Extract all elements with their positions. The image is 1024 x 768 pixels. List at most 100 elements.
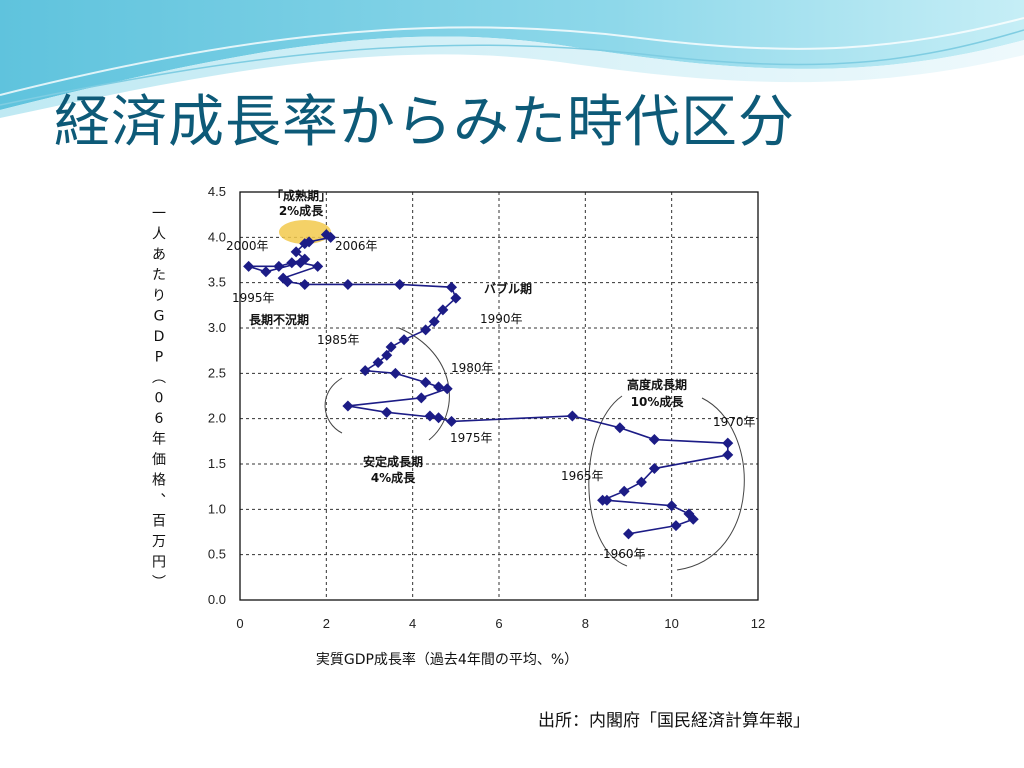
y-tick-label: 1.0: [208, 501, 226, 516]
label-1965: 1965年: [561, 469, 604, 483]
annotation-high-2: 10%成長: [631, 394, 685, 409]
data-point: [415, 392, 427, 404]
data-point: [290, 246, 302, 258]
y-tick-label: 1.5: [208, 456, 226, 471]
data-point: [597, 494, 609, 506]
y-tick-label: 3.5: [208, 275, 226, 290]
data-point: [420, 376, 432, 388]
data-point: [433, 381, 445, 393]
data-point: [424, 410, 436, 422]
data-point: [722, 449, 734, 461]
data-point: [299, 238, 311, 250]
label-1975: 1975年: [450, 431, 493, 445]
y-tick-label: 0.0: [208, 592, 226, 607]
data-point: [428, 316, 440, 328]
data-point: [342, 400, 354, 412]
high-growth-arc-right: [676, 397, 745, 571]
annotation-mature-1: 「成熟期」: [271, 188, 331, 203]
data-point: [683, 508, 695, 520]
data-point: [648, 463, 660, 475]
data-point: [381, 349, 393, 361]
data-point: [635, 476, 647, 488]
data-point: [273, 260, 285, 272]
stable-period-arc: [324, 377, 343, 434]
data-point: [441, 383, 453, 395]
header-wave-decoration: [0, 0, 1024, 118]
data-point: [277, 272, 289, 284]
data-point: [566, 410, 578, 422]
data-point: [243, 260, 255, 272]
data-point: [299, 278, 311, 290]
y-tick-label: 2.0: [208, 411, 226, 426]
y-tick-label: 0.5: [208, 547, 226, 562]
y-tick-label: 2.5: [208, 365, 226, 380]
data-point: [433, 412, 445, 424]
annotation-stable-1: 安定成長期: [363, 454, 423, 469]
annotation-stable-2: 4%成長: [371, 470, 416, 485]
axis-ticks: 0.0 0.5 1.0 1.5 2.0 2.5 3.0 3.5 4.0 4.5 0 2 4 6 8 10 12: [208, 184, 765, 631]
annotation-stagnation: 長期不況期: [249, 312, 309, 327]
data-point: [670, 520, 682, 532]
x-tick-label: 0: [236, 616, 243, 631]
label-2000: 2000年: [226, 239, 269, 253]
y-tick-label: 3.0: [208, 320, 226, 335]
source-note: 出所：内閣府「国民経済計算年報」: [538, 711, 810, 731]
data-point: [303, 236, 315, 248]
high-growth-arc: [588, 395, 628, 567]
data-point: [385, 341, 397, 353]
label-1970: 1970年: [713, 415, 756, 429]
data-point: [446, 281, 458, 293]
data-point: [286, 257, 298, 269]
label-2006: 2006年: [335, 239, 378, 253]
x-axis-title: 実質GDP成長率（過去4年間の平均、%）: [316, 651, 578, 668]
data-point: [722, 437, 734, 449]
data-point: [648, 434, 660, 446]
x-tick-label: 10: [664, 616, 678, 631]
data-point: [398, 334, 410, 346]
data-point: [618, 485, 630, 497]
page-title: 経済成長率からみた時代区分: [54, 90, 795, 155]
data-point: [437, 304, 449, 316]
x-tick-label: 6: [495, 616, 502, 631]
y-tick-label: 4.0: [208, 229, 226, 244]
growth-chart: 0.00.51.01.52.02.53.03.54.04.50 2 4 6 8 10 12 …: [152, 184, 765, 668]
data-point: [394, 278, 406, 290]
data-point: [450, 292, 462, 304]
data-point: [299, 253, 311, 265]
data-point: [614, 422, 626, 434]
label-1985: 1985年: [317, 333, 360, 347]
data-point: [666, 500, 678, 512]
series-line: [248, 233, 729, 535]
series-gdp: [243, 229, 734, 540]
label-1990: 1990年: [480, 312, 523, 326]
y-axis-title: 一人あたり G D P ︵ 0 6 年価格︑百万円︶: [152, 206, 166, 591]
data-point: [294, 257, 306, 269]
x-tick-label: 12: [751, 616, 765, 631]
data-point: [320, 229, 332, 241]
y-tick-label: 4.5: [208, 184, 226, 199]
label-1960: 1960年: [603, 547, 646, 561]
data-point: [372, 356, 384, 368]
data-point: [420, 324, 432, 336]
annotation-high-1: 高度成長期: [627, 377, 687, 392]
data-point: [342, 278, 354, 290]
stable-period-arc-right: [398, 327, 450, 441]
label-1980: 1980年: [451, 361, 494, 375]
label-1995: 1995年: [232, 291, 275, 305]
data-point: [359, 365, 371, 377]
plot-frame: [239, 191, 759, 601]
x-tick-label: 2: [323, 616, 330, 631]
chart-panel: 0.0 0.5 1.0 1.5 2.0 2.5 3.0 3.5 4.0 4.5 0 2 4 6 8 10 12 …: [137, 178, 787, 674]
data-point: [260, 266, 272, 278]
data-point: [623, 528, 634, 540]
x-tick-label: 4: [409, 616, 416, 631]
data-point: [381, 406, 393, 418]
data-point: [389, 367, 401, 379]
mature-highlight: [279, 220, 331, 244]
data-point: [446, 415, 458, 427]
annotation-bubble: バブル期: [484, 281, 532, 296]
data-point: [312, 260, 324, 272]
x-tick-label: 8: [582, 616, 589, 631]
annotation-mature-2: 2%成長: [279, 203, 324, 218]
data-point: [687, 513, 699, 525]
